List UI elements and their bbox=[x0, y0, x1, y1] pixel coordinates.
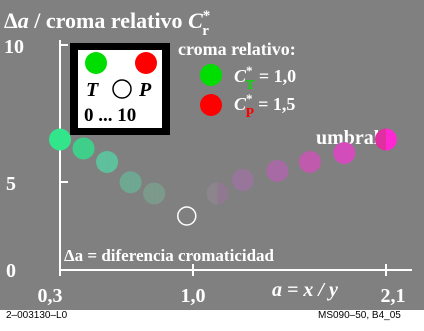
inset-green-dot bbox=[85, 52, 107, 74]
data-point-8 bbox=[298, 151, 321, 173]
legend-green-dot bbox=[200, 64, 222, 86]
inset-box: T P 0 ... 10 bbox=[70, 43, 170, 135]
footer-right-code: MS090–50, B4_05 bbox=[318, 310, 401, 321]
data-point-0 bbox=[49, 128, 71, 151]
data-point-4 bbox=[143, 182, 166, 205]
data-points bbox=[49, 128, 398, 205]
y-tick-label-0: 0 bbox=[6, 260, 16, 282]
inset-reference-circle bbox=[112, 79, 132, 99]
threshold-label: umbral bbox=[316, 127, 380, 149]
inset-range-label: 0 ... 10 bbox=[84, 105, 136, 126]
data-point-10 bbox=[375, 128, 398, 151]
footer-left-code: 2–003130–L0 bbox=[6, 310, 68, 321]
bottom-note: Δa = diferencia cromaticidad bbox=[64, 246, 275, 265]
data-point-2 bbox=[96, 151, 119, 173]
data-point-1 bbox=[72, 137, 95, 160]
data-point-9 bbox=[333, 142, 356, 164]
y-tick-label-10: 10 bbox=[4, 36, 24, 58]
x-tick-label-0-3: 0,3 bbox=[38, 285, 63, 307]
legend-entry-t: C* T = 1,0 bbox=[234, 63, 296, 93]
reference-circle bbox=[177, 206, 197, 226]
chart: Δa / croma relativo C* r 10 5 0 0,3 1,0 2… bbox=[0, 0, 424, 310]
y-tick-marks bbox=[60, 44, 68, 271]
x-tick-marks bbox=[59, 264, 387, 276]
x-axis-label: a = x / y bbox=[272, 279, 338, 301]
legend-red-dot bbox=[200, 94, 222, 116]
chart-title: Δa / croma relativo C* r bbox=[4, 8, 210, 39]
data-point-7 bbox=[266, 160, 289, 182]
legend-entry-p: C* P = 1,5 bbox=[234, 91, 295, 121]
inset-label-t: T bbox=[86, 79, 99, 101]
legend-title: croma relativo: bbox=[178, 39, 296, 59]
data-point-3 bbox=[119, 171, 142, 194]
x-tick-label-2-1: 2,1 bbox=[381, 285, 406, 307]
x-tick-label-1-0: 1,0 bbox=[181, 285, 206, 307]
y-tick-label-5: 5 bbox=[6, 173, 16, 195]
data-point-5 bbox=[206, 182, 229, 205]
data-point-6 bbox=[231, 169, 254, 191]
inset-red-dot bbox=[135, 52, 157, 74]
inset-label-p: P bbox=[138, 79, 152, 101]
